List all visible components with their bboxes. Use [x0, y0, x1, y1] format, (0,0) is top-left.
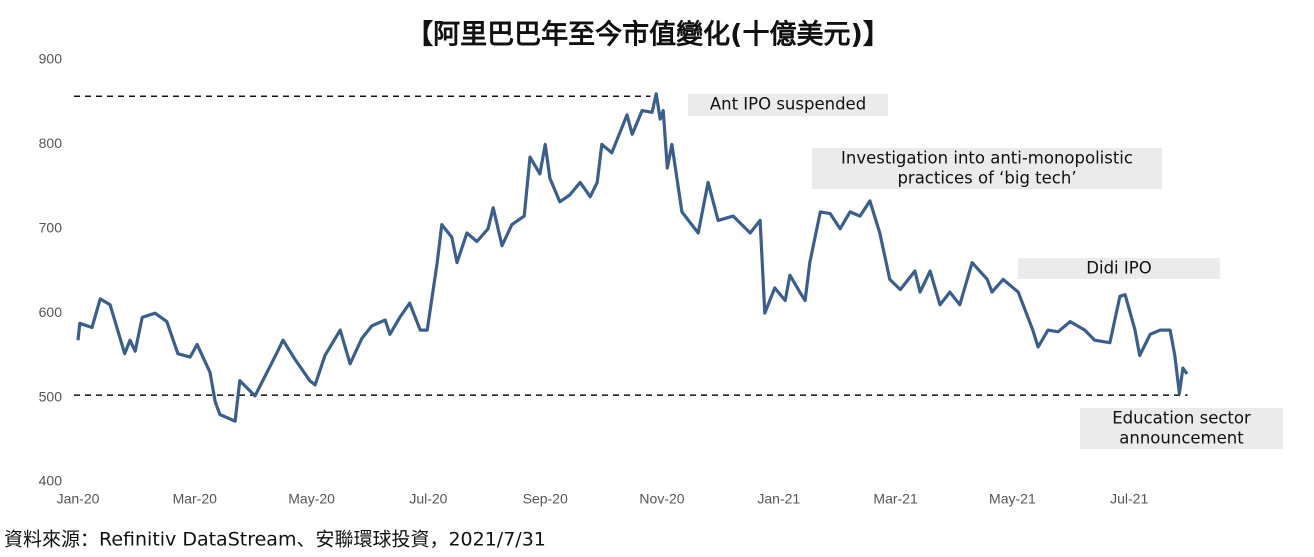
- x-tick-label: Mar-21: [873, 491, 918, 507]
- y-tick-label: 400: [39, 473, 63, 489]
- chart-title: 【阿里巴巴年至今市值變化(十億美元)】: [406, 19, 890, 51]
- data-line: [76, 92, 1189, 423]
- annotation-text: announcement: [1119, 429, 1244, 448]
- annotation-text: practices of ‘big tech’: [897, 169, 1076, 188]
- y-tick-label: 600: [39, 304, 63, 320]
- x-tick-label: Jan-20: [57, 491, 100, 507]
- x-tick-label: Jul-21: [1110, 491, 1148, 507]
- x-tick-label: Nov-20: [639, 491, 684, 507]
- y-tick-label: 500: [39, 388, 63, 404]
- annotation-text: Investigation into anti-monopolistic: [841, 149, 1133, 168]
- annotation-box: [688, 94, 888, 116]
- annotation-box: [1080, 408, 1283, 449]
- x-tick-label: May-21: [989, 491, 1036, 507]
- annotation-box: [812, 148, 1162, 189]
- x-tick-label: May-20: [288, 491, 335, 507]
- source-note: 資料來源：Refinitiv DataStream、安聯環球投資，2021/7/…: [4, 529, 546, 551]
- annotation-text: Ant IPO suspended: [710, 95, 866, 114]
- y-tick-label: 700: [39, 220, 63, 236]
- x-tick-label: Jan-21: [757, 491, 800, 507]
- x-tick-label: Sep-20: [523, 491, 568, 507]
- y-tick-label: 900: [39, 51, 63, 67]
- annotation-text: Education sector: [1112, 409, 1251, 428]
- annotation-text: Didi IPO: [1086, 259, 1151, 278]
- annotation-box: [1018, 258, 1220, 279]
- y-tick-label: 800: [39, 135, 63, 151]
- x-tick-label: Jul-20: [409, 491, 447, 507]
- x-tick-label: Mar-20: [173, 491, 218, 507]
